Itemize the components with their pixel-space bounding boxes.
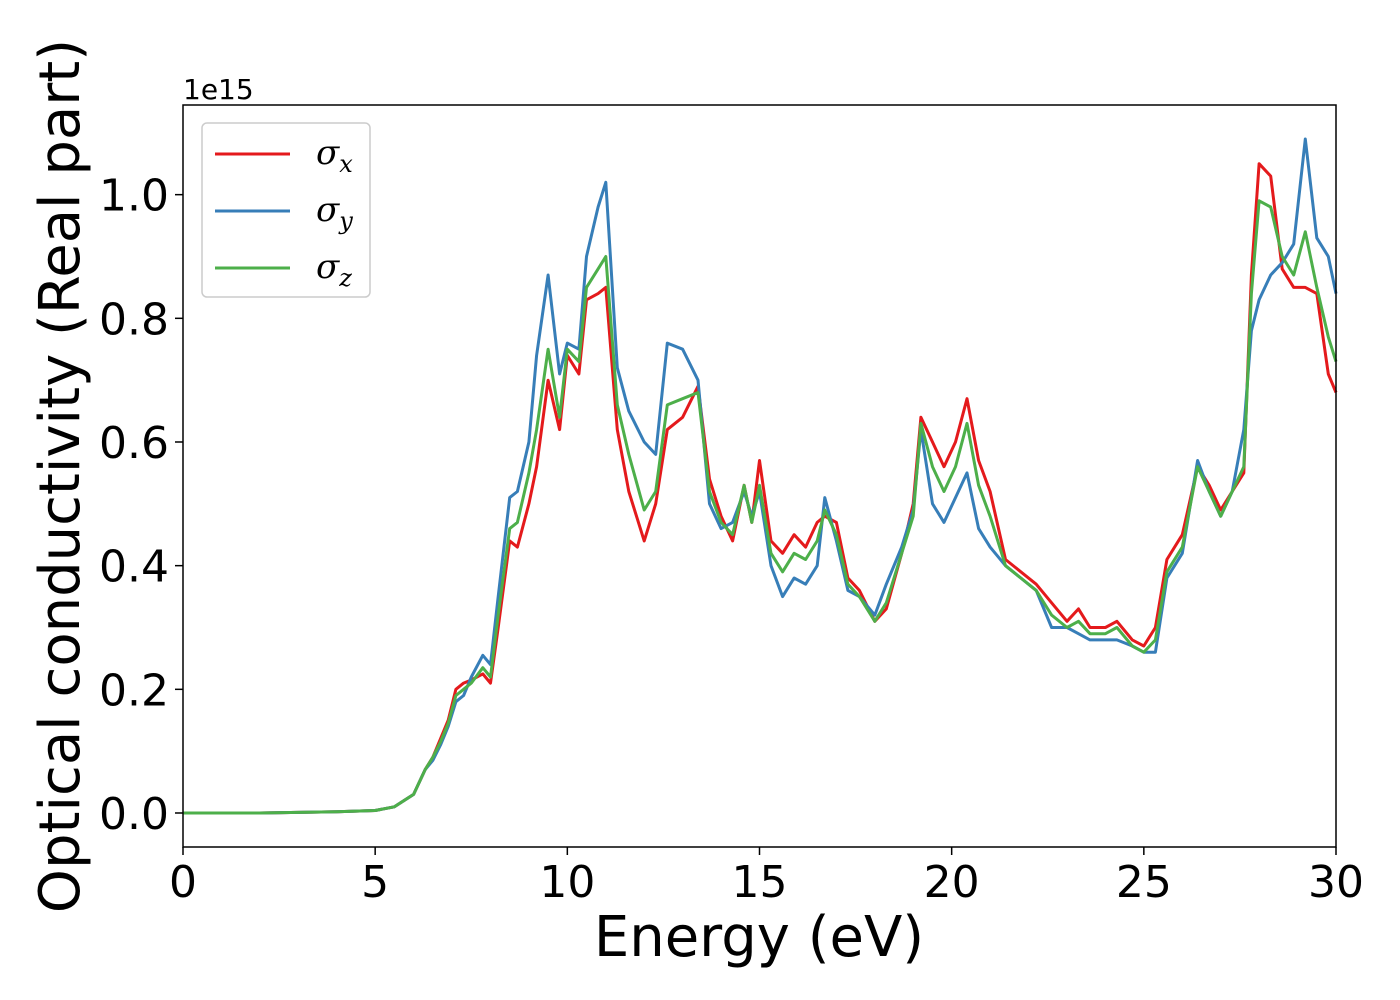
y-axis-title: Optical conductivity (Real part) [28,39,93,913]
x-tick-label: 15 [732,857,788,908]
series-line-y [183,137,1338,815]
series-line-z [183,199,1338,815]
y-offset-label: 1e15 [183,73,254,106]
y-tick-label: 0.2 [99,665,169,716]
y-tick-label: 0.6 [99,418,169,469]
series-layer [183,137,1338,815]
x-tick-label: 30 [1308,857,1364,908]
y-tick-label: 0.0 [99,789,169,840]
x-tick-label: 25 [1116,857,1172,908]
x-tick-label: 20 [924,857,980,908]
plot-background [183,105,1336,847]
x-axis-title: Energy (eV) [594,905,924,970]
x-axis-ticks: 0 5 10 15 20 25 30 [169,847,1364,908]
x-tick-label: 10 [539,857,595,908]
y-tick-label: 1.0 [99,171,169,222]
x-tick-label: 0 [169,857,197,908]
y-tick-label: 0.4 [99,542,169,593]
series-line-x [183,162,1338,815]
x-tick-label: 5 [361,857,389,908]
y-tick-label: 0.8 [99,294,169,345]
y-axis-ticks: 0.0 0.2 0.4 0.6 0.8 1.0 [99,171,183,840]
